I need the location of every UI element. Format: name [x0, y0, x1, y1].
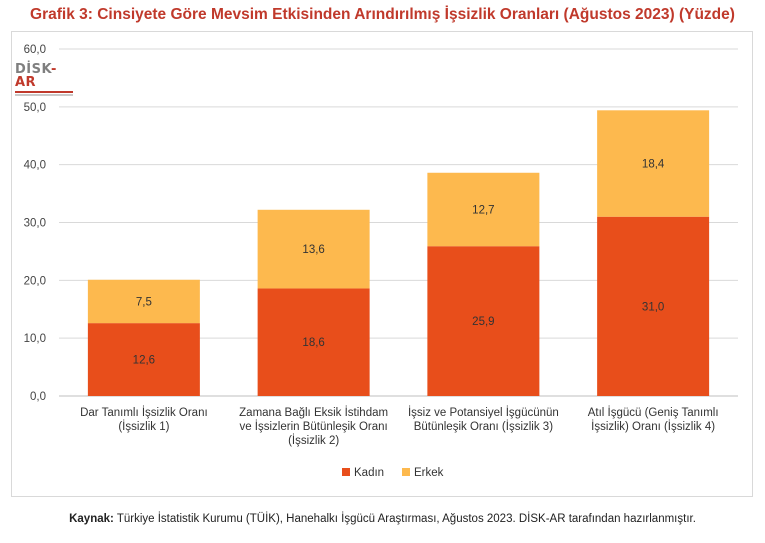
x-category-label: Atıl İşgücü (Geniş Tanımlı [588, 406, 719, 419]
data-label: 13,6 [302, 244, 324, 256]
logo-text: DİSK-AR [15, 62, 57, 90]
bar-kadın [257, 288, 370, 396]
bar-erkek [597, 110, 710, 217]
x-category-label: (İşsizlik 2) [288, 434, 339, 447]
logo-underline [15, 91, 73, 93]
y-tick-label: 50,0 [24, 102, 46, 114]
x-category-label: Bütünleşik Oranı (İşsizlik 3) [414, 420, 553, 433]
bar-erkek [87, 279, 200, 324]
data-label: 12,7 [472, 204, 494, 216]
y-tick-label: 10,0 [24, 333, 46, 345]
bar-series [87, 110, 710, 396]
data-label: 18,6 [302, 337, 324, 349]
x-category-label: Zamana Bağlı Eksik İstihdam [239, 406, 388, 419]
logo-subline [15, 94, 73, 96]
x-category-label: (İşsizlik 1) [118, 420, 169, 433]
legend-swatch-kadın [342, 468, 350, 476]
y-tick-label: 60,0 [24, 44, 46, 56]
bar-erkek [257, 209, 370, 289]
data-label: 25,9 [472, 316, 494, 328]
x-category-label: İşsiz ve Potansiyel İşgücünün [408, 406, 559, 419]
bar-kadın [427, 246, 540, 396]
x-category-label: Dar Tanımlı İşsizlik Oranı [80, 406, 208, 419]
data-label: 7,5 [136, 296, 152, 308]
bar-kadın [87, 323, 200, 396]
y-tick-label: 30,0 [24, 218, 46, 230]
bar-data-labels: 12,6 7,5 18,6 13,6 25,9 12,7 31,0 18,4 [133, 159, 665, 367]
disk-ar-logo: DİSK-AR [15, 63, 75, 96]
x-axis-category-labels: Dar Tanımlı İşsizlik Oranı(İşsizlik 1) Za… [80, 406, 718, 447]
legend-label-erkek: Erkek [414, 467, 444, 479]
data-label: 12,6 [133, 355, 155, 367]
legend: Kadın Erkek [342, 467, 444, 479]
chart-title: Grafik 3: Cinsiyete Göre Mevsim Etkisind… [30, 6, 735, 23]
y-tick-label: 0,0 [30, 391, 46, 403]
x-category-label: ve İşsizlerin Bütünleşik Oranı [239, 420, 387, 433]
y-tick-label: 20,0 [24, 275, 46, 287]
source-label: Kaynak: [69, 513, 114, 525]
legend-swatch-erkek [402, 468, 410, 476]
y-axis-tick-labels: 0,0 10,0 20,0 30,0 40,0 50,0 60,0 [24, 44, 46, 403]
bar-erkek [427, 172, 540, 247]
legend-label-kadın: Kadın [354, 467, 384, 479]
data-label: 31,0 [642, 301, 664, 313]
source-note: Kaynak: Türkiye İstatistik Kurumu (TÜİK)… [0, 513, 765, 525]
x-category-label: İşsizlik) Oranı (İşsizlik 4) [591, 420, 715, 433]
chart-frame [11, 31, 753, 497]
bar-kadın [597, 216, 710, 396]
y-tick-label: 40,0 [24, 160, 46, 172]
data-label: 18,4 [642, 159, 665, 171]
stacked-bar-chart: 0,010,020,030,040,050,060,0 12,67,518,61… [24, 44, 738, 479]
source-text: Türkiye İstatistik Kurumu (TÜİK), Haneha… [116, 513, 696, 525]
